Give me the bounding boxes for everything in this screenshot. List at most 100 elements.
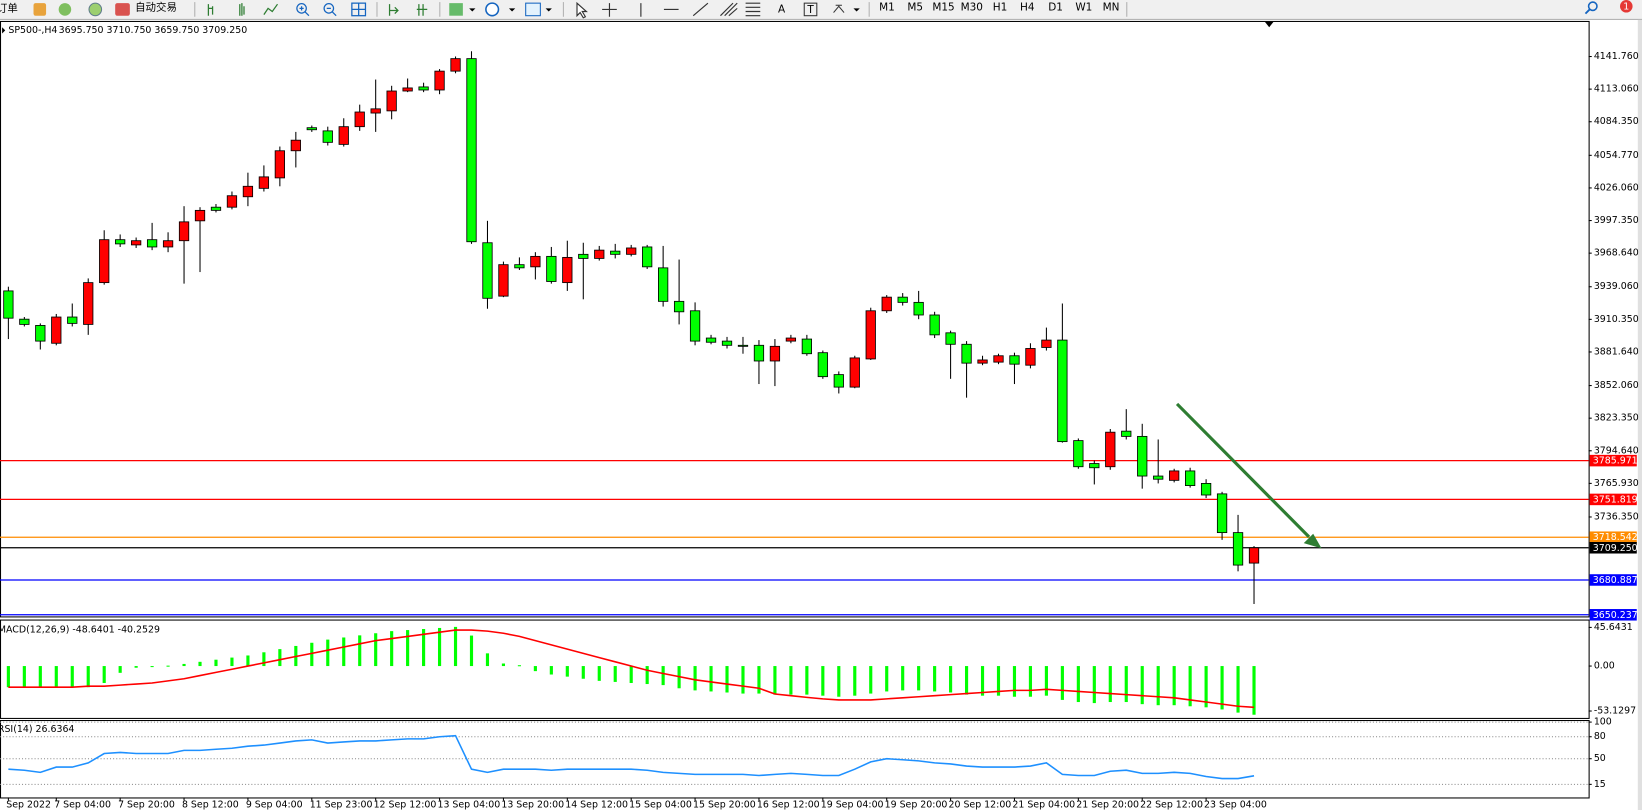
price-tag	[1589, 531, 1637, 543]
macd-bar	[326, 639, 330, 667]
window-edge	[1637, 19, 1642, 810]
dropdown[interactable]	[545, 8, 552, 12]
text-tool[interactable]: A	[778, 3, 786, 15]
candle-body	[945, 332, 956, 345]
candle-body	[849, 357, 860, 388]
ohlc-readout: 3695.750 3710.750 3659.750 3709.250	[59, 25, 248, 36]
x-tick-label: 20 Sep 12:00	[948, 799, 1011, 810]
candle-body	[721, 340, 733, 346]
icon[interactable]	[239, 3, 245, 16]
toolbar-icons	[33, 2, 130, 17]
icon[interactable]	[207, 4, 214, 16]
candle-body	[1169, 470, 1180, 481]
icon[interactable]	[416, 4, 428, 16]
y-tick-label: 3765.930	[1594, 478, 1639, 489]
macd-bar	[22, 666, 26, 688]
x-tick-label: 19 Sep 20:00	[885, 799, 948, 810]
macd-bar	[422, 629, 426, 667]
icon[interactable]	[296, 3, 307, 14]
timeframe-button[interactable]: M15	[932, 1, 954, 13]
timeframe-button[interactable]: H4	[1020, 1, 1035, 13]
macd-bar	[853, 666, 857, 696]
macd-bar	[1172, 666, 1176, 706]
icon[interactable]	[58, 3, 72, 16]
macd-bar	[1188, 666, 1192, 707]
macd-bar	[54, 666, 58, 688]
candle-body	[35, 325, 46, 342]
icon[interactable]	[33, 3, 47, 16]
plot-layer: SP500-,H4 3695.750 3710.750 3659.750 3709…	[0, 25, 1639, 810]
timeframe-button[interactable]: M5	[907, 1, 923, 13]
drawing-tools	[576, 1, 761, 19]
arrows-tool[interactable]	[833, 4, 845, 13]
timeframe-button[interactable]: W1	[1075, 1, 1092, 13]
candle-body	[1105, 431, 1116, 468]
candle-body	[546, 255, 557, 282]
search[interactable]	[1584, 1, 1598, 15]
label-tool[interactable]	[803, 2, 818, 17]
candle-body	[354, 111, 365, 128]
candle-body	[1025, 348, 1036, 366]
arrow-shaft	[1175, 402, 1311, 538]
y-tick-label: 3823.350	[1594, 413, 1639, 424]
macd-bar	[821, 666, 825, 696]
timeframe-button[interactable]: D1	[1048, 1, 1063, 13]
dropdown[interactable]	[469, 8, 476, 12]
macd-bar	[501, 663, 506, 667]
indicator-title: RSI(14) 26.6364	[0, 724, 74, 735]
macd-bar	[469, 635, 474, 667]
candle-body	[1200, 483, 1212, 496]
y-tick-label: 3794.640	[1594, 445, 1639, 456]
macd-bar	[1012, 666, 1017, 697]
macd-bar	[1092, 666, 1096, 704]
macd-bar	[246, 655, 250, 667]
dropdown[interactable]	[508, 8, 516, 12]
macd-bar	[1108, 666, 1112, 703]
macd-bar	[757, 666, 761, 694]
order-button[interactable]: 订单	[0, 2, 18, 14]
icon[interactable]	[88, 2, 103, 17]
timeframe-button[interactable]: H1	[993, 1, 1008, 13]
cursor-tool[interactable]	[576, 1, 588, 19]
icon[interactable]	[263, 3, 279, 15]
macd-bar	[597, 666, 601, 681]
autotrade-icon[interactable]	[115, 3, 130, 16]
header-marker	[2, 27, 6, 34]
candle-body	[753, 344, 765, 362]
macd-bar	[725, 666, 729, 693]
price-tag-label: 3680.887	[1593, 575, 1638, 586]
y-tick-label: 3939.060	[1594, 281, 1639, 292]
candle-body	[306, 127, 317, 131]
channel-tool[interactable]	[720, 2, 738, 17]
trend-arrow[interactable]	[1175, 402, 1322, 549]
price-tag	[1589, 493, 1637, 506]
y-tick-label: -53.1297	[1594, 706, 1636, 717]
icon[interactable]	[388, 4, 399, 16]
trendline-tool[interactable]	[692, 2, 709, 17]
macd-bar	[949, 666, 953, 693]
search-icon[interactable]	[1587, 1, 1598, 12]
candle-body	[673, 300, 685, 313]
autotrade-button[interactable]: 自动交易	[135, 0, 177, 13]
notification-badge[interactable]	[1620, 0, 1633, 13]
timeframe-button[interactable]: MN	[1103, 1, 1120, 13]
candle-body	[242, 185, 254, 198]
timeframe-button[interactable]: M30	[961, 1, 983, 13]
y-tick-label: 50	[1594, 753, 1606, 764]
crosshair-tool[interactable]	[602, 3, 617, 17]
period-icon[interactable]	[485, 2, 500, 17]
candle-body	[594, 249, 605, 259]
dropdown[interactable]	[853, 8, 860, 12]
macd-bar	[533, 666, 537, 672]
fibo-tool[interactable]	[745, 2, 761, 17]
macd-panel	[0, 619, 1590, 719]
candle-body	[418, 86, 429, 91]
icon[interactable]	[323, 3, 335, 14]
template-icon[interactable]	[525, 2, 541, 17]
timeframe-button[interactable]: M1	[879, 1, 895, 13]
indicator-title: MACD(12,26,9) -48.6401 -40.2529	[0, 625, 160, 636]
indicator-icon[interactable]	[449, 3, 463, 16]
zoom-icons	[296, 2, 367, 17]
candle-body	[19, 318, 30, 325]
macd-bar	[374, 633, 378, 667]
